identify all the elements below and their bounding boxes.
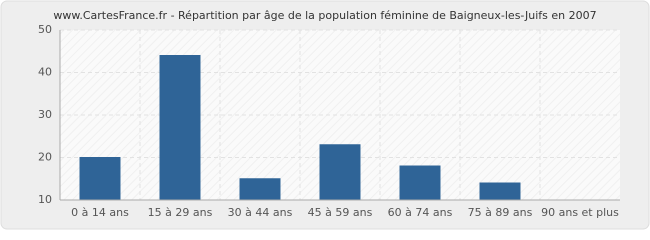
x-tick-label: 90 ans et plus [541,206,619,219]
y-tick-label: 10 [38,193,52,206]
y-tick-label: 40 [38,66,52,79]
y-tick-label: 20 [38,151,52,164]
bar [319,144,361,201]
x-tick-label: 30 à 44 ans [228,206,293,219]
x-tick-label: 75 à 89 ans [468,206,533,219]
y-tick-label: 30 [38,108,52,121]
bar [159,55,201,201]
y-tick-label: 50 [38,23,52,36]
x-tick-label: 60 à 74 ans [388,206,453,219]
page: {"chart_data": {"type": "bar", "title": … [0,0,650,230]
x-tick-label: 45 à 59 ans [308,206,373,219]
chart-title: www.CartesFrance.fr - Répartition par âg… [53,9,596,22]
bar [399,165,441,201]
x-tick-label: 15 à 29 ans [148,206,213,219]
chart: www.CartesFrance.fr - Répartition par âg… [0,0,650,230]
bar [239,178,281,201]
x-tick-label: 0 à 14 ans [71,206,129,219]
bar [79,157,121,201]
bar [479,182,521,201]
